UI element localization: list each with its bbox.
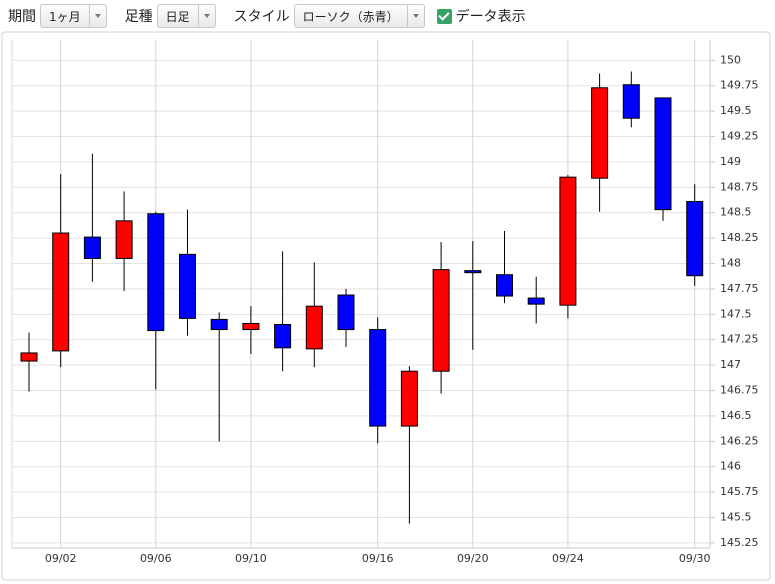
y-tick-label: 149.25	[720, 130, 759, 143]
y-tick-label: 146.75	[720, 384, 759, 397]
x-tick-label: 09/20	[457, 552, 489, 565]
candle-body	[654, 97, 672, 211]
candle-body	[179, 253, 196, 319]
y-tick-label: 146	[720, 460, 741, 473]
candle-body	[274, 323, 292, 349]
y-tick-label: 149.5	[720, 104, 752, 117]
style-dropdown[interactable]: ローソク（赤青）	[293, 4, 425, 28]
candle-body	[559, 176, 577, 306]
candle-body	[496, 274, 513, 297]
candle-body	[686, 201, 704, 277]
bar-value: 日足	[165, 9, 190, 24]
period-dropdown[interactable]: 1ヶ月	[40, 4, 107, 28]
y-tick-label: 148.75	[720, 180, 759, 193]
x-tick-label: 09/02	[45, 552, 77, 565]
bar-label: 足種	[124, 9, 153, 25]
y-tick-label: 145.5	[720, 511, 752, 524]
candle-body	[464, 270, 482, 274]
x-tick-label: 09/30	[679, 552, 711, 565]
show-data-label: データ表示	[455, 9, 526, 25]
candle-body	[622, 84, 640, 119]
candle-body	[147, 213, 165, 332]
bar-dropdown[interactable]: 日足	[156, 4, 216, 28]
candle-body	[52, 232, 70, 352]
y-tick-label: 149	[720, 155, 741, 168]
toolbar: 期間 1ヶ月 足種 日足 スタイル ローソク（赤青） データ表示	[0, 0, 775, 32]
y-tick-label: 148	[720, 257, 741, 270]
x-tick-label: 09/06	[140, 552, 172, 565]
show-data-checkbox[interactable]	[436, 8, 452, 24]
x-tick-label: 09/16	[362, 552, 394, 565]
candle-body	[83, 236, 101, 259]
period-value: 1ヶ月	[49, 9, 81, 24]
style-value: ローソク（赤青）	[302, 9, 399, 24]
y-tick-label: 149.75	[720, 79, 759, 92]
candle-body	[210, 318, 228, 331]
candle-body	[242, 322, 260, 331]
dropdown-arrow	[406, 5, 424, 27]
candle-body	[115, 220, 133, 259]
chart-frame	[1, 31, 771, 581]
y-tick-label: 148.5	[720, 206, 752, 219]
x-tick-label: 09/10	[235, 552, 267, 565]
y-tick-label: 147	[720, 358, 741, 371]
dropdown-arrow	[197, 5, 215, 27]
y-tick-label: 147.75	[720, 282, 759, 295]
candle-body	[20, 352, 38, 362]
period-label: 期間	[8, 9, 36, 25]
y-tick-label: 145.75	[720, 485, 759, 498]
y-tick-label: 147.25	[720, 333, 759, 346]
y-tick-label: 146.5	[720, 409, 752, 422]
candle-body	[432, 269, 450, 372]
y-tick-label: 150	[720, 53, 741, 66]
candle-body	[591, 87, 609, 179]
candle-body	[527, 297, 545, 305]
y-tick-label: 148.25	[720, 231, 759, 244]
y-tick-label: 145.25	[720, 536, 759, 549]
y-tick-label: 146.25	[720, 434, 759, 447]
dropdown-arrow	[88, 5, 106, 27]
candle-body	[369, 329, 387, 427]
x-tick-label: 09/24	[552, 552, 584, 565]
candle-body	[337, 294, 355, 331]
style-label: スタイル	[233, 9, 290, 25]
candle-body	[400, 370, 418, 427]
candle-body	[305, 305, 323, 350]
y-tick-label: 147.5	[720, 307, 752, 320]
